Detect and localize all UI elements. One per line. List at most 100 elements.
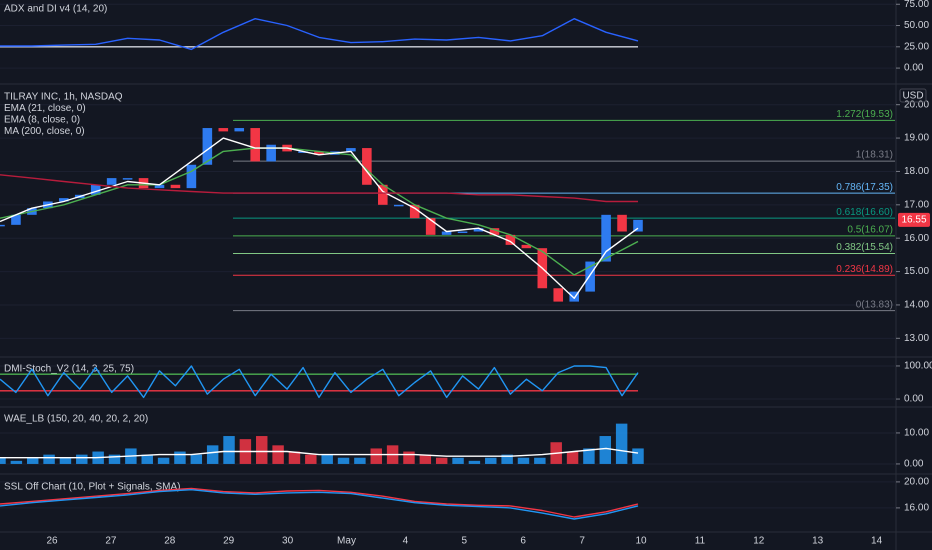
level-label: 1.272(19.53): [836, 109, 893, 120]
currency-box: [899, 88, 927, 103]
legend-entry: MA (200, close, 0): [4, 126, 85, 137]
x-tick-label: 10: [635, 536, 647, 547]
y-tick-label: 0.00: [904, 459, 924, 470]
y-tick-label: 0.00: [904, 394, 924, 405]
candle: [154, 184, 165, 189]
histogram-bar: [517, 457, 530, 464]
x-tick-label: 28: [164, 536, 176, 547]
candle: [457, 231, 468, 234]
histogram-bar: [76, 454, 88, 464]
x-tick-label: 11: [695, 536, 706, 547]
y-tick-label: 13.00: [904, 333, 929, 344]
x-tick-label: 26: [46, 536, 58, 547]
x-tick-label: May: [337, 536, 356, 547]
series-line: [0, 18, 639, 51]
x-tick-label: 29: [223, 536, 235, 547]
series-line: [0, 447, 639, 459]
series-line: [0, 487, 639, 518]
histogram-bar: [419, 454, 432, 464]
candle: [473, 228, 484, 232]
histogram-bar: [288, 451, 301, 464]
y-tick-label: 75.00: [904, 0, 929, 10]
candle: [11, 214, 21, 225]
histogram-bar: [10, 460, 23, 464]
candle: [378, 184, 388, 205]
histogram-bar: [108, 454, 121, 464]
histogram-bar: [272, 445, 284, 464]
histogram-bar: [583, 448, 595, 464]
y-tick-label: 50.00: [904, 20, 929, 31]
x-tick-label: 14: [871, 536, 883, 547]
level-label: 1(18.31): [856, 150, 893, 161]
series-line: [0, 147, 639, 276]
histogram-bar: [452, 457, 464, 464]
y-tick-label: 20.00: [904, 477, 929, 488]
y-tick-label: 16.00: [904, 233, 929, 244]
level-label: 0.236(14.89): [836, 264, 893, 275]
series-line: [0, 489, 639, 520]
candle: [186, 164, 197, 189]
series-line: [0, 137, 639, 299]
candle: [521, 244, 532, 249]
y-tick-label: 16.00: [904, 503, 929, 514]
pane-title: SSL Off Chart (10, Plot + Signals, SMA): [4, 482, 180, 493]
y-tick-label: 10.00: [904, 428, 929, 439]
candle: [585, 261, 595, 292]
candle: [0, 224, 5, 227]
y-tick-label: 25.00: [904, 41, 929, 52]
x-tick-label: 13: [812, 536, 824, 547]
histogram-bar: [468, 460, 481, 464]
x-tick-label: 4: [403, 536, 409, 547]
x-tick-label: 5: [462, 536, 468, 547]
series-line: [0, 365, 639, 399]
candle: [441, 231, 452, 235]
last-price-box: [898, 212, 930, 227]
level-label: 0.786(17.35): [836, 182, 893, 193]
histogram-bar: [435, 457, 448, 464]
pane-title: DMI-Stoch_V2 (14, 3, 25, 75): [4, 364, 134, 375]
level-label: 0.382(15.54): [836, 242, 893, 253]
y-tick-label: 18.00: [904, 166, 929, 177]
candle: [170, 184, 181, 189]
candle: [234, 128, 245, 132]
candle: [346, 148, 356, 152]
y-tick-label: 100.00: [904, 361, 932, 372]
candle: [218, 128, 229, 132]
level-label: 0.618(16.60): [836, 207, 893, 218]
candle: [122, 178, 133, 180]
legend-entry: EMA (21, close, 0): [4, 103, 86, 114]
histogram-bar: [615, 423, 628, 464]
series-line: [0, 174, 638, 203]
x-tick-label: 7: [579, 536, 585, 547]
pane-title: TILRAY INC, 1h, NASDAQ: [4, 92, 123, 103]
histogram-bar: [534, 457, 546, 464]
histogram-bar: [370, 448, 382, 464]
histogram-bar: [206, 445, 219, 464]
candle: [601, 214, 611, 262]
histogram-bar: [321, 454, 333, 464]
histogram-bar: [190, 454, 203, 464]
candle: [106, 178, 117, 185]
candle: [314, 151, 324, 155]
candle: [505, 234, 516, 245]
currency-label: USD: [902, 91, 923, 102]
histogram-bar: [256, 436, 268, 464]
x-tick-label: 30: [282, 536, 294, 547]
histogram-bar: [141, 454, 153, 464]
y-tick-label: 14.00: [904, 300, 929, 311]
x-tick-label: 12: [753, 536, 765, 547]
histogram-bar: [599, 436, 612, 464]
histogram-bar: [0, 457, 6, 464]
candle: [617, 214, 627, 232]
candle: [425, 218, 436, 235]
level-label: 0.5(16.07): [847, 224, 893, 235]
candle: [59, 198, 69, 202]
histogram-bar: [174, 451, 186, 464]
y-tick-label: 15.00: [904, 266, 929, 277]
pane-title: WAE_LB (150, 20, 40, 20, 2, 20): [4, 414, 148, 425]
candle: [489, 228, 500, 235]
candle: [393, 204, 404, 207]
histogram-bar: [223, 436, 235, 464]
